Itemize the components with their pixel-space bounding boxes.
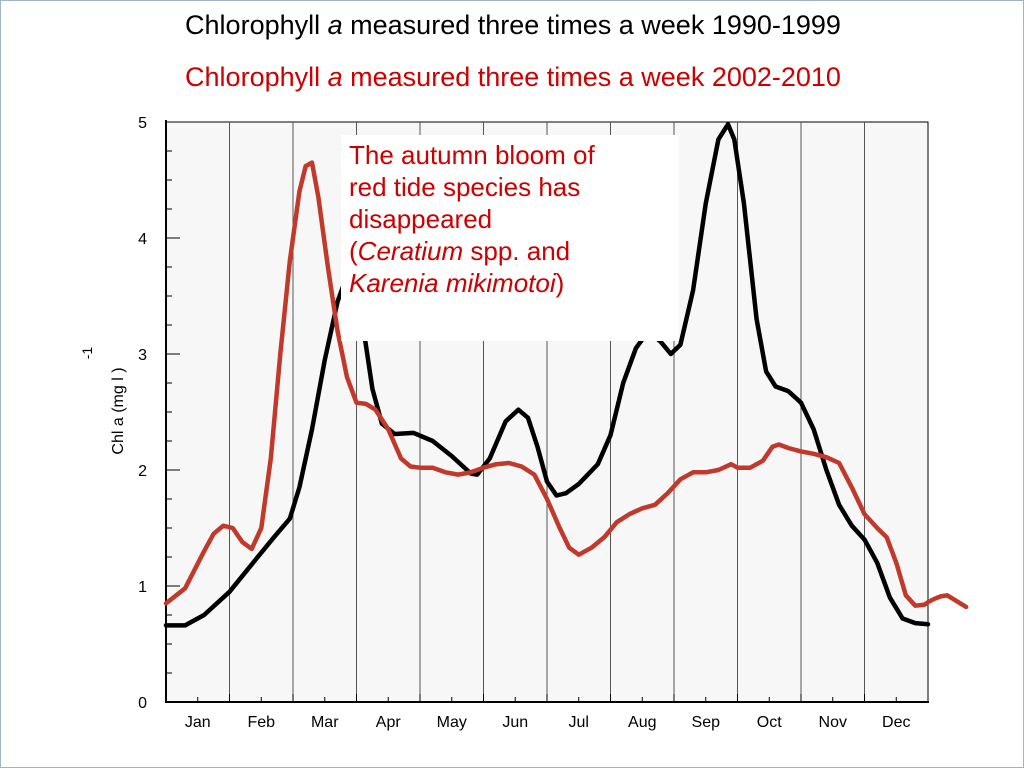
- annotation-box: The autumn bloom of red tide species has…: [341, 135, 679, 341]
- y-tick-label: 2: [138, 463, 147, 480]
- y-tick-label: 3: [138, 347, 147, 364]
- y-tick-label: 5: [138, 115, 147, 132]
- x-tick-label-jul: Jul: [569, 714, 589, 731]
- annotation-line-2: red tide species has: [349, 172, 581, 202]
- annotation-species-ceratium: Ceratium: [357, 236, 464, 266]
- x-tick-label-nov: Nov: [819, 714, 847, 731]
- series-line-black: [163, 122, 931, 628]
- x-tick-label-aug: Aug: [628, 714, 656, 731]
- title-2-italic: a: [327, 62, 343, 92]
- annotation-paren-close: ): [555, 268, 565, 298]
- x-tick-label-dec: Dec: [882, 714, 910, 731]
- annotation-species-karenia: Karenia mikimotoi: [349, 268, 556, 298]
- x-tick-label-mar: Mar: [311, 714, 339, 731]
- x-tick-label-sep: Sep: [692, 714, 721, 731]
- y-tick-label: 1: [138, 579, 147, 596]
- annotation-paren-open: (: [349, 236, 358, 266]
- y-axis-label-superscript: -1: [79, 347, 95, 360]
- title-1-italic: a: [327, 10, 343, 40]
- title-2-text-rest: measured three times a week 2002-2010: [342, 62, 841, 92]
- y-tick-label: 4: [138, 231, 147, 248]
- annotation-line-1: The autumn bloom of: [349, 140, 595, 170]
- title-1-text-rest: measured three times a week 1990-1999: [342, 10, 841, 40]
- x-tick-label-apr: Apr: [376, 714, 402, 731]
- x-tick-label-oct: Oct: [757, 714, 782, 731]
- annotation-line-4-rest: spp. and: [463, 236, 571, 266]
- x-tick-label-feb: Feb: [247, 714, 275, 731]
- y-tick-label: 0: [138, 695, 147, 712]
- annotation-line-3: disappeared: [349, 204, 493, 234]
- x-tick-label-jan: Jan: [185, 714, 211, 731]
- y-axis-label: Chl a (mg l ): [110, 367, 127, 454]
- title-2-text: Chlorophyll: [185, 62, 328, 92]
- x-tick-label-may: May: [437, 714, 467, 731]
- chart-title-2000s: Chlorophyll a measured three times a wee…: [1, 62, 1024, 93]
- series-line-red: [163, 160, 969, 610]
- chart-title-1990s: Chlorophyll a measured three times a wee…: [1, 10, 1024, 41]
- x-tick-label-jun: Jun: [502, 714, 528, 731]
- title-1-text: Chlorophyll: [185, 10, 328, 40]
